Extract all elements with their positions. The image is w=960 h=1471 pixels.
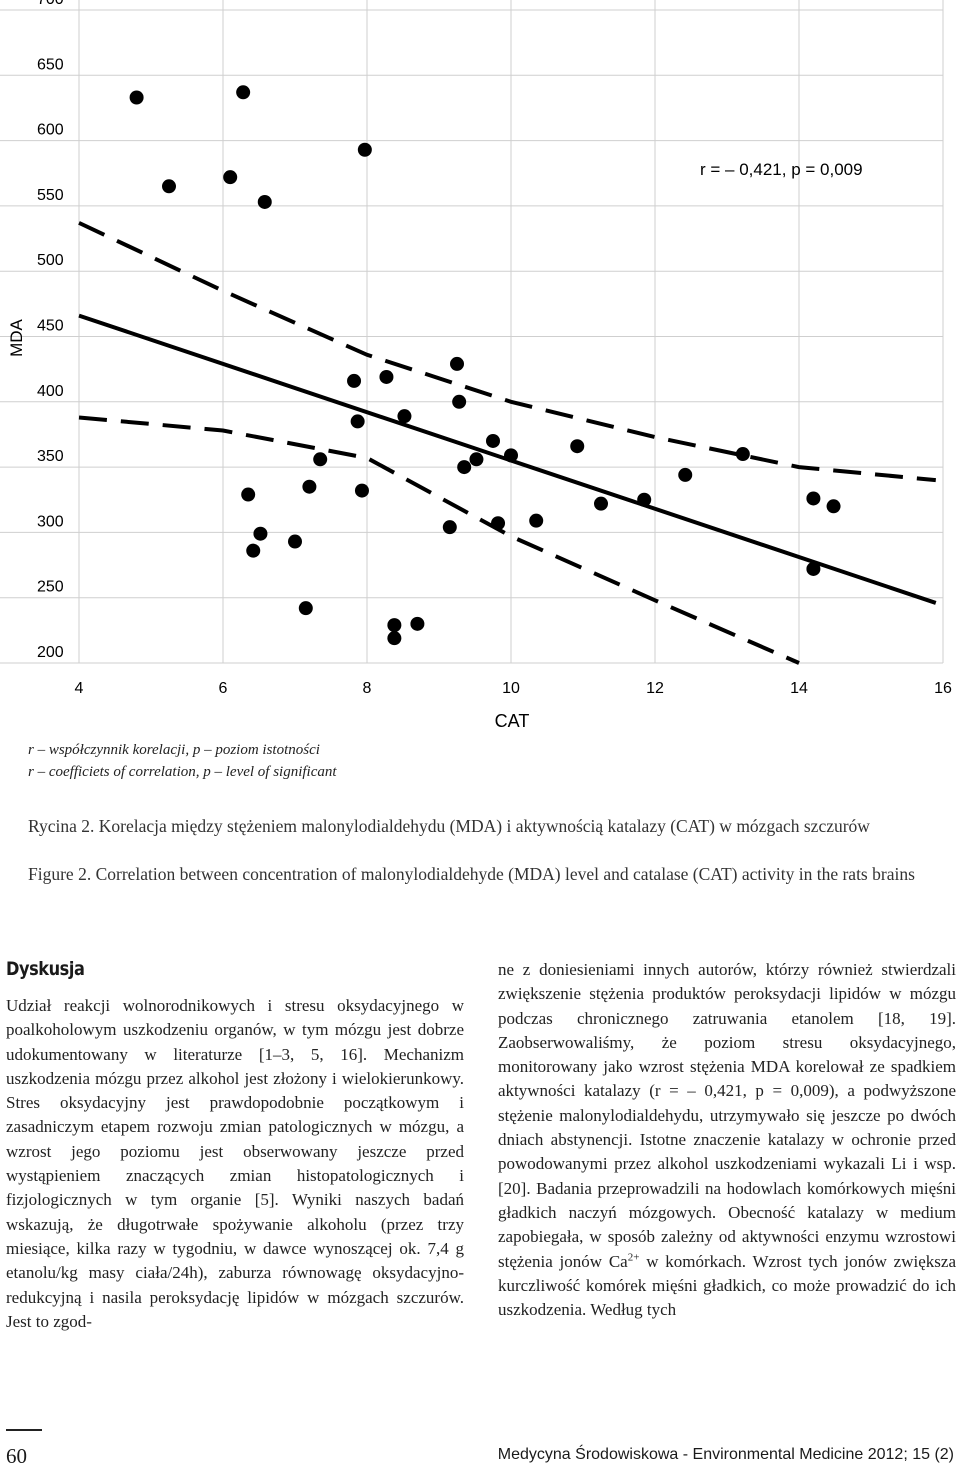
x-tick-label: 14 xyxy=(790,680,808,697)
x-tick-label: 10 xyxy=(502,680,520,697)
data-point xyxy=(387,618,402,633)
chart-grid xyxy=(0,0,944,664)
data-point xyxy=(298,601,313,616)
data-point xyxy=(223,170,238,185)
data-point xyxy=(806,561,821,576)
data-point xyxy=(450,356,464,371)
data-point xyxy=(452,394,467,409)
y-tick-label: 600 xyxy=(37,122,64,139)
data-point xyxy=(354,483,369,498)
right-column-text: ne z doniesieniami innych autorów, którz… xyxy=(498,958,956,1322)
y-tick-label: 700 xyxy=(37,0,64,8)
data-point xyxy=(350,414,365,429)
data-point xyxy=(457,460,472,475)
y-tick-label: 300 xyxy=(37,513,64,530)
y-tick-label: 500 xyxy=(37,252,64,269)
confidence-band-upper xyxy=(78,221,936,483)
data-point xyxy=(162,179,176,194)
caption-pl-text: Korelacja między stężeniem malonylodiald… xyxy=(94,816,870,836)
confidence-band-lower xyxy=(78,415,800,665)
right-text-part1: ne z doniesieniami innych autorów, którz… xyxy=(498,960,956,1271)
scatter-chart: 200 250 300 350 400 450 500 550 600 650 700 4 6 8 10 1… xyxy=(0,0,952,731)
data-point xyxy=(397,409,412,424)
data-point xyxy=(379,369,394,384)
section-title: Dyskusja xyxy=(6,958,85,980)
data-point xyxy=(257,194,272,209)
caption-en-text: Correlation between concentration of mal… xyxy=(91,864,915,884)
data-point xyxy=(313,452,328,467)
x-tick-labels: 4 6 8 10 12 14 16 xyxy=(75,680,952,697)
data-point xyxy=(826,499,841,514)
data-point xyxy=(469,452,484,467)
figure-note-en: r – coefficiets of correlation, p – leve… xyxy=(28,764,337,780)
data-point xyxy=(678,467,693,482)
data-point xyxy=(806,491,821,506)
data-point xyxy=(529,513,544,528)
data-point xyxy=(504,448,518,463)
right-paragraph: ne z doniesieniami innych autorów, którz… xyxy=(498,958,956,1322)
data-point xyxy=(347,373,362,388)
footer-rule xyxy=(6,1429,42,1431)
data-point xyxy=(637,492,652,507)
journal-footer: Medycyna Środowiskowa - Environmental Me… xyxy=(497,1446,954,1463)
y-tick-label: 200 xyxy=(37,644,64,661)
data-points xyxy=(129,85,841,646)
data-point xyxy=(357,142,372,157)
correlation-annotation: r = – 0,421, p = 0,009 xyxy=(700,160,863,179)
y-tick-label: 650 xyxy=(37,56,64,73)
x-tick-label: 8 xyxy=(363,680,372,697)
data-point xyxy=(594,496,608,511)
right-text-part2: w komórkach. Wzrost tych jonów zwiększa … xyxy=(498,1251,956,1320)
regression-lines xyxy=(78,221,937,665)
data-point xyxy=(288,534,302,549)
x-tick-label: 12 xyxy=(646,680,664,697)
data-point xyxy=(486,433,500,448)
caption-pl-label: Rycina 2. xyxy=(28,816,95,836)
figure-caption-en: Figure 2. Correlation between concentrat… xyxy=(6,862,956,887)
x-tick-label: 4 xyxy=(75,680,84,697)
data-point xyxy=(241,487,256,502)
data-point xyxy=(410,616,425,631)
left-paragraph: Udział reakcji wolnorodnikowych i stresu… xyxy=(6,996,464,1331)
data-point xyxy=(735,447,750,462)
y-tick-label: 350 xyxy=(37,448,64,465)
data-point xyxy=(302,479,317,494)
figure-note-pl: r – współczynnik korelacji, p – poziom i… xyxy=(28,742,320,758)
figure-caption-pl: Rycina 2. Korelacja między stężeniem mal… xyxy=(6,814,960,839)
y-tick-label: 400 xyxy=(37,383,64,400)
y-tick-label: 450 xyxy=(37,318,64,335)
superscript: 2+ xyxy=(627,1250,640,1263)
data-point xyxy=(246,543,261,558)
y-tick-labels: 200 250 300 350 400 450 500 550 600 650 700 xyxy=(37,0,64,661)
data-point xyxy=(236,85,251,100)
data-point xyxy=(253,526,268,541)
data-point xyxy=(491,516,506,531)
data-point xyxy=(129,90,144,105)
data-point xyxy=(442,520,457,535)
left-column-text: Udział reakcji wolnorodnikowych i stresu… xyxy=(6,994,464,1334)
x-axis-label: CAT xyxy=(495,711,530,731)
y-tick-label: 250 xyxy=(37,579,64,596)
y-tick-label: 550 xyxy=(37,187,64,204)
data-point xyxy=(387,631,402,646)
caption-en-label: Figure 2. xyxy=(28,864,92,884)
x-tick-label: 16 xyxy=(934,680,952,697)
x-tick-label: 6 xyxy=(219,680,228,697)
page-number: 60 xyxy=(6,1444,27,1468)
data-point xyxy=(570,439,585,454)
y-axis-label: MDA xyxy=(7,318,26,356)
